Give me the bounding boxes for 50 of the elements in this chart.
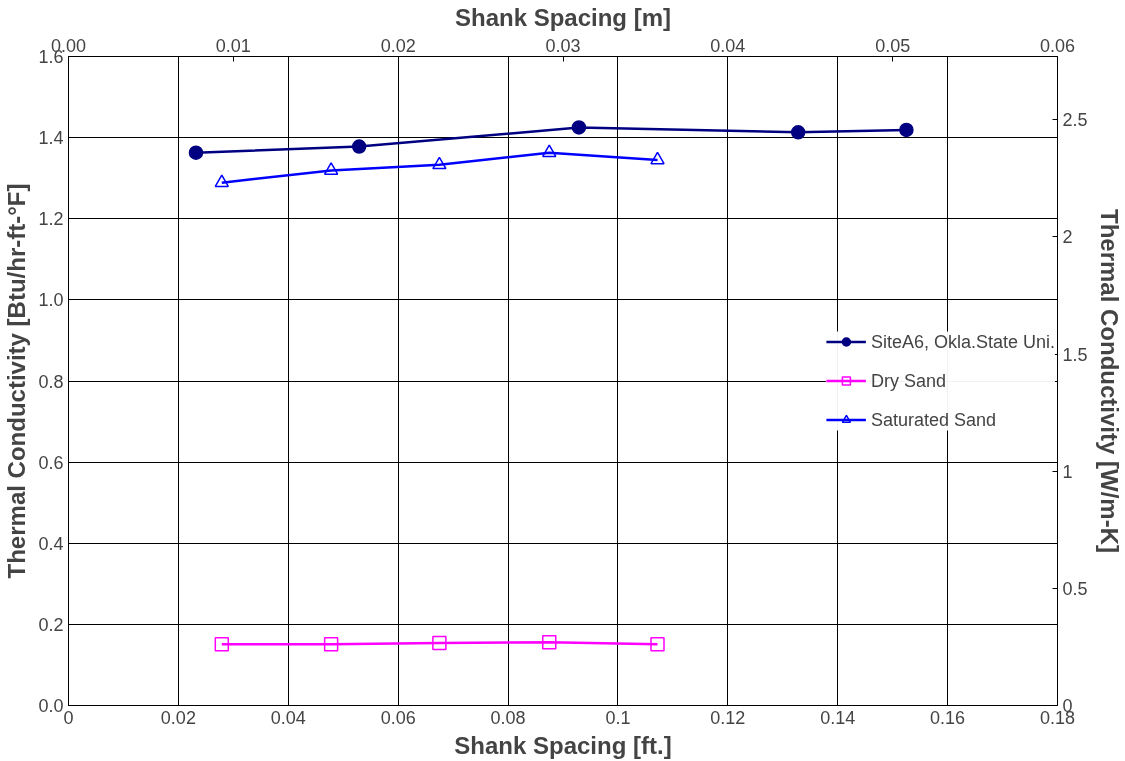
x-tick-label: 0.04 [270,707,306,728]
point [214,174,230,188]
point [899,122,914,138]
y2-tick-label: 2 [1062,227,1073,248]
point [542,634,557,650]
point [188,145,204,160]
point [571,120,587,135]
x2-tick-label: 0.04 [710,35,746,56]
point [323,162,339,175]
x2-tick-label: 0.06 [1039,35,1076,56]
y2-tick-label: 1 [1062,461,1073,482]
point [650,637,665,652]
point [432,156,447,170]
point [650,151,665,165]
legend-label: SiteA6, Okla.State Uni. [870,331,1055,352]
x-tick-label: 0.12 [710,707,746,728]
y-tick-label: 0.2 [38,614,64,635]
y-tick-label: 0.4 [38,533,64,554]
x-tick-label: 0 [63,707,74,728]
x2-tick-label: 0.01 [215,35,251,56]
y-axis-title: Thermal Conductivity [Btu/hr-ft-°F] [3,183,31,579]
y2-tick-label: 0.5 [1062,578,1088,599]
point [790,125,806,140]
x2-tick-label: 0.05 [875,35,911,56]
x-tick-label: 0.16 [930,707,966,728]
y2-axis-title: Thermal Conductivity [W/m-K] [1095,209,1123,554]
y2-tick-label: 1.5 [1062,344,1088,365]
x2-tick-label: 0.02 [380,35,416,56]
point [542,144,557,158]
x2-tick-label: 0.03 [545,35,581,56]
x-tick-label: 0.02 [160,707,196,728]
x2-axis-title: Shank Spacing [m] [454,3,672,31]
y-tick-label: 0.6 [38,452,64,473]
y-tick-label: 1.4 [38,128,64,149]
y2-tick-label: 2.5 [1062,110,1088,131]
x-tick-label: 0.08 [490,707,526,728]
point [432,635,447,651]
point [351,139,367,154]
point [214,637,230,652]
legend-label: Saturated Sand [870,409,997,430]
point [323,637,339,652]
x-tick-label: 0.1 [605,707,631,728]
x-axis-title: Shank Spacing [ft.] [454,731,672,759]
y-tick-label: 1.0 [38,290,64,311]
x-tick-label: 0.14 [820,707,856,728]
x-tick-label: 0.06 [380,707,416,728]
legend-label: Dry Sand [870,370,946,391]
y-tick-label: 0.8 [38,371,64,392]
y-tick-label: 1.2 [38,209,64,230]
y-tick-label: 0.0 [38,696,64,716]
